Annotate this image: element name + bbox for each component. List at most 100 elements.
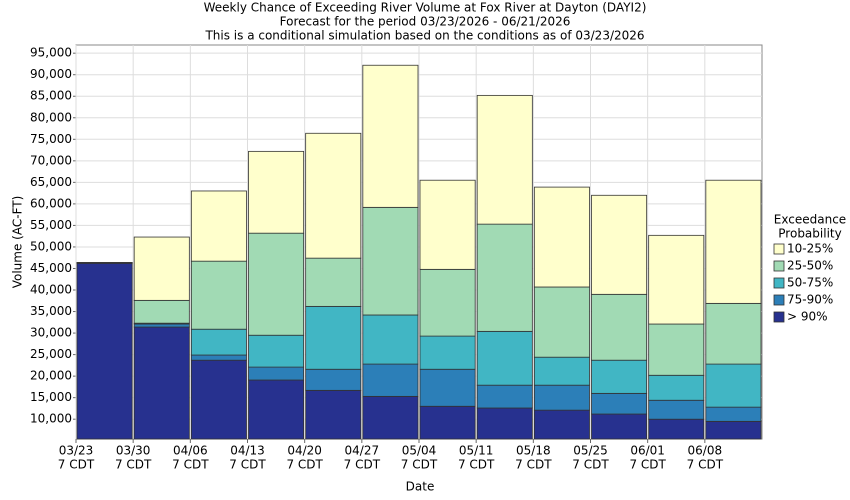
- bar-segment: [248, 379, 305, 440]
- x-tick-label: 05/11: [459, 444, 494, 458]
- x-tick-label: 7 CDT: [401, 458, 438, 472]
- bar-segment: [76, 262, 133, 440]
- y-tick-label: 85,000: [30, 89, 72, 103]
- x-tick-label: 04/13: [230, 444, 265, 458]
- bar-segment: [419, 179, 476, 270]
- bar-segment: [248, 232, 305, 336]
- legend-label: > 90%: [787, 310, 828, 324]
- y-tick-label: 75,000: [30, 132, 72, 146]
- legend-label: 10-25%: [787, 242, 833, 256]
- bar-segment: [362, 314, 419, 365]
- bar-segment: [705, 420, 762, 440]
- bar-segment: [591, 194, 648, 295]
- bar-segment: [705, 302, 762, 365]
- bar-segment: [648, 234, 705, 325]
- legend-swatch: [773, 311, 785, 323]
- bar-segment: [648, 418, 705, 440]
- y-tick-label: 30,000: [30, 326, 72, 340]
- bar-segment: [476, 407, 533, 440]
- legend-swatch: [773, 260, 785, 272]
- bar-segment: [248, 334, 305, 368]
- bar-segment: [476, 94, 533, 225]
- bar-segment: [419, 268, 476, 337]
- bar-segment: [419, 405, 476, 440]
- x-tick-label: 06/08: [688, 444, 723, 458]
- x-axis-label: Date: [406, 480, 435, 494]
- bar-segment: [362, 395, 419, 440]
- bar-segment: [190, 260, 247, 330]
- y-tick-label: 60,000: [30, 196, 72, 210]
- bar-segment: [305, 305, 362, 370]
- bar-segment: [362, 363, 419, 397]
- bar-segment: [591, 413, 648, 440]
- bar-segment: [305, 368, 362, 391]
- x-tick-label: 7 CDT: [58, 458, 95, 472]
- y-tick-label: 50,000: [30, 239, 72, 253]
- bar-segment: [533, 356, 590, 386]
- y-tick-label: 10,000: [30, 412, 72, 426]
- x-tick-label: 06/01: [630, 444, 665, 458]
- legend-swatch: [773, 294, 785, 306]
- x-tick-label: 7 CDT: [344, 458, 381, 472]
- bar-segment: [190, 190, 247, 262]
- legend-title: Probability: [778, 227, 841, 241]
- x-tick-label: 7 CDT: [687, 458, 724, 472]
- x-tick-label: 04/20: [287, 444, 322, 458]
- y-tick-label: 95,000: [30, 46, 72, 60]
- bar-segment: [533, 286, 590, 358]
- y-tick-label: 15,000: [30, 390, 72, 404]
- y-tick-label: 35,000: [30, 304, 72, 318]
- bar-segment: [419, 368, 476, 407]
- bar-segment: [248, 150, 305, 234]
- bar-segment: [133, 299, 190, 324]
- bar-segment: [133, 236, 190, 301]
- legend-label: 50-75%: [787, 276, 833, 290]
- y-tick-label: 55,000: [30, 218, 72, 232]
- legend-title: Exceedance: [774, 213, 846, 227]
- bar-segment: [362, 64, 419, 208]
- bar-segment: [705, 363, 762, 408]
- x-tick-label: 05/18: [516, 444, 551, 458]
- x-tick-label: 03/30: [116, 444, 151, 458]
- chart-title: Weekly Chance of Exceeding River Volume …: [204, 1, 647, 15]
- bar-segment: [591, 359, 648, 394]
- legend-swatch: [773, 277, 785, 289]
- y-tick-label: 70,000: [30, 153, 72, 167]
- bar-segment: [133, 323, 190, 328]
- bar-segment: [305, 389, 362, 440]
- y-axis-label: Volume (AC-FT): [11, 196, 25, 289]
- y-tick-label: 90,000: [30, 67, 72, 81]
- bar-segment: [190, 359, 247, 440]
- bar-segment: [533, 409, 590, 440]
- y-tick-label: 25,000: [30, 347, 72, 361]
- chart-subtitle: This is a conditional simulation based o…: [204, 29, 644, 43]
- bar-segment: [648, 374, 705, 401]
- bar-segment: [133, 326, 190, 440]
- bar-segment: [476, 223, 533, 332]
- x-tick-label: 7 CDT: [229, 458, 266, 472]
- x-tick-label: 7 CDT: [515, 458, 552, 472]
- bar-segment: [362, 206, 419, 316]
- bar-segment: [190, 354, 247, 361]
- bar-segment: [476, 330, 533, 386]
- x-tick-label: 7 CDT: [458, 458, 495, 472]
- x-tick-label: 04/06: [173, 444, 208, 458]
- y-tick-label: 65,000: [30, 175, 72, 189]
- bar-segment: [533, 186, 590, 288]
- y-tick-label: 20,000: [30, 369, 72, 383]
- y-tick-label: 40,000: [30, 283, 72, 297]
- y-tick-label: 45,000: [30, 261, 72, 275]
- x-tick-label: 7 CDT: [286, 458, 323, 472]
- bar-segment: [419, 335, 476, 370]
- bar-segment: [648, 399, 705, 420]
- x-tick-label: 7 CDT: [629, 458, 666, 472]
- chart-subtitle: Forecast for the period 03/23/2026 - 06/…: [280, 15, 571, 29]
- legend-label: 25-50%: [787, 259, 833, 273]
- legend-label: 75-90%: [787, 293, 833, 307]
- legend-swatch: [773, 243, 785, 255]
- bar-segment: [705, 406, 762, 422]
- x-tick-label: 05/04: [402, 444, 437, 458]
- bar-segment: [305, 257, 362, 307]
- bar-segment: [533, 384, 590, 411]
